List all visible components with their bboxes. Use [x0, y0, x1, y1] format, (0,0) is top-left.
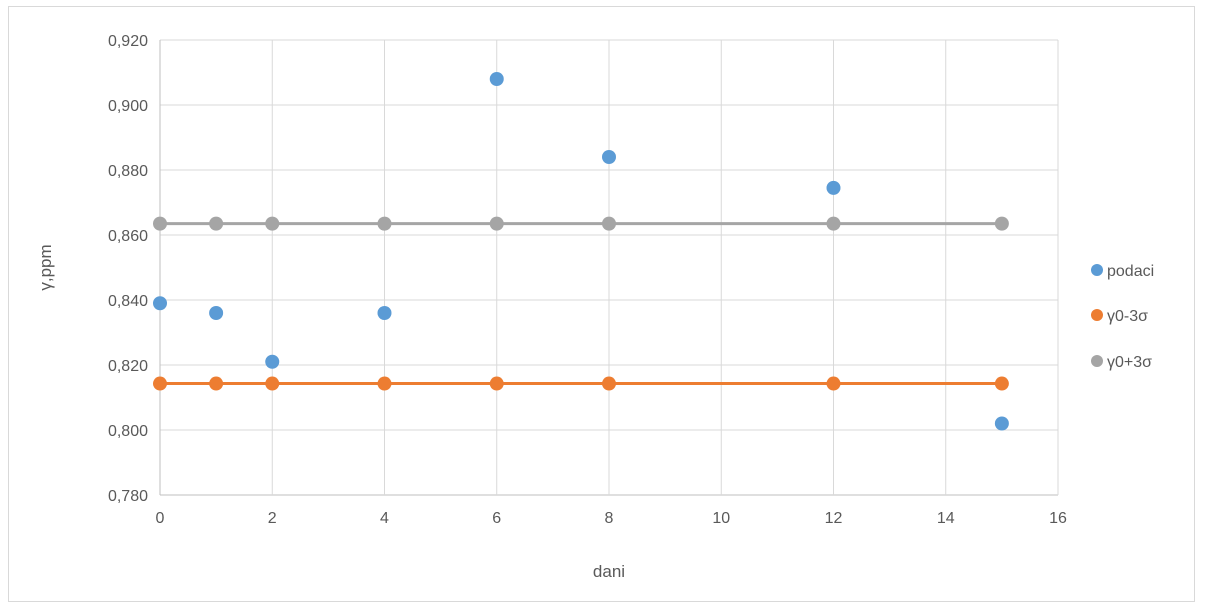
data-point	[377, 376, 392, 391]
y-tick-label: 0,800	[108, 423, 148, 440]
y-tick-label: 0,860	[108, 228, 148, 245]
y-tick-label: 0,900	[108, 98, 148, 115]
x-tick-label: 4	[380, 510, 389, 527]
legend-marker-upper-limit	[1091, 355, 1103, 367]
series-2	[153, 216, 1009, 231]
y-tick-label: 0,880	[108, 163, 148, 180]
data-point	[994, 376, 1009, 391]
y-axis-title: γ,ppm	[36, 244, 55, 290]
y-tick-label: 0,780	[108, 488, 148, 505]
chart-area: 0,780 0,800 0,820 0,840 0,860 0,880 0,900 0,920…	[8, 6, 1195, 602]
x-tick-label: 8	[605, 510, 614, 527]
x-tick-label: 10	[712, 510, 730, 527]
legend-label-podaci: podaci	[1107, 263, 1154, 280]
x-tick-label: 16	[1049, 510, 1067, 527]
x-axis-ticks: 0 2 4 6 8 10 12 14 16	[156, 510, 1067, 527]
data-point	[265, 354, 280, 369]
data-point	[265, 216, 280, 231]
legend: podaci γ0-3σ γ0+3σ	[1091, 263, 1154, 371]
legend-label-lower-limit: γ0-3σ	[1107, 308, 1148, 325]
grid	[159, 39, 1059, 496]
legend-marker-podaci	[1091, 264, 1103, 276]
x-tick-label: 6	[492, 510, 501, 527]
x-axis-title: dani	[593, 562, 625, 581]
data-point	[489, 376, 504, 391]
data-point	[209, 306, 224, 320]
y-tick-label: 0,840	[108, 293, 148, 310]
legend-item-lower-limit: γ0-3σ	[1091, 308, 1148, 325]
data-point	[377, 216, 392, 231]
y-tick-label: 0,920	[108, 33, 148, 50]
data-point	[602, 216, 616, 231]
x-tick-label: 2	[268, 510, 277, 527]
y-axis-ticks: 0,780 0,800 0,820 0,840 0,860 0,880 0,900 0,920	[108, 33, 148, 505]
legend-marker-lower-limit	[1091, 309, 1103, 321]
data-point	[209, 376, 224, 391]
legend-label-upper-limit: γ0+3σ	[1107, 354, 1152, 371]
x-tick-label: 0	[156, 510, 165, 527]
data-point	[153, 376, 167, 391]
y-tick-label: 0,820	[108, 358, 148, 375]
data-point	[826, 180, 841, 195]
data-point	[153, 296, 167, 311]
legend-item-upper-limit: γ0+3σ	[1091, 354, 1152, 371]
data-point	[602, 376, 616, 391]
data-point	[489, 72, 504, 86]
data-point	[994, 216, 1009, 231]
series-layer	[153, 72, 1009, 431]
data-point	[994, 416, 1009, 431]
legend-item-podaci: podaci	[1091, 263, 1154, 280]
data-point	[265, 376, 280, 391]
series-1	[153, 376, 1009, 391]
data-point	[377, 306, 392, 320]
data-point	[826, 216, 841, 231]
data-point	[209, 216, 224, 231]
x-tick-label: 12	[825, 510, 843, 527]
data-point	[153, 216, 167, 231]
data-point	[826, 376, 841, 391]
series-0	[153, 72, 1009, 431]
chart-svg: 0,780 0,800 0,820 0,840 0,860 0,880 0,900 0,920…	[36, 33, 1154, 581]
x-tick-label: 14	[937, 510, 955, 527]
data-point	[489, 216, 504, 231]
data-point	[602, 150, 616, 164]
